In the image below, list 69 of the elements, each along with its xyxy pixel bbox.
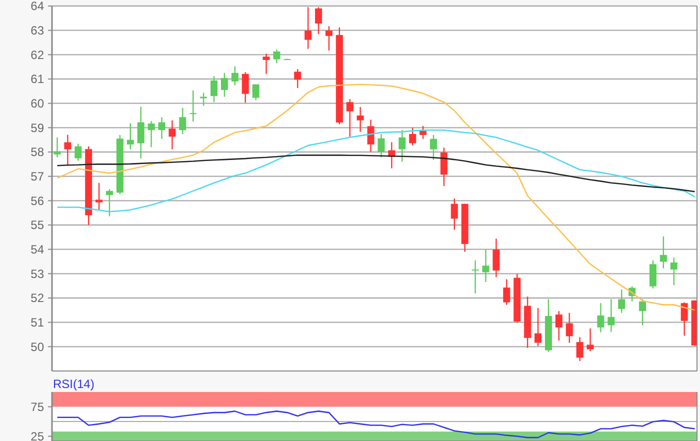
candlestick xyxy=(158,116,166,140)
candlestick xyxy=(252,84,260,101)
candlestick xyxy=(367,119,374,153)
candlestick xyxy=(346,98,354,138)
y-tick-label: 58 xyxy=(30,145,44,160)
candlestick xyxy=(576,336,584,362)
candlestick xyxy=(74,143,82,162)
candlestick xyxy=(220,72,228,98)
y-tick-label: 62 xyxy=(30,48,44,62)
candlestick xyxy=(472,260,479,294)
y-tick-label: 64 xyxy=(30,0,44,14)
candlestick xyxy=(566,312,573,344)
candlestick xyxy=(670,257,678,286)
candlestick xyxy=(608,298,615,332)
line-series xyxy=(56,410,696,438)
candlestick xyxy=(586,328,594,352)
candlestick xyxy=(482,248,490,283)
candlestick xyxy=(294,68,302,89)
y-tick-label: 59 xyxy=(30,120,44,135)
y-tick-label: 51 xyxy=(30,316,44,330)
candlestick xyxy=(137,106,144,159)
candlestick xyxy=(639,298,646,326)
candlestick xyxy=(398,130,406,162)
chart-title: RSI(14) xyxy=(53,377,94,391)
y-tick-label: 61 xyxy=(30,72,44,86)
candlestick xyxy=(304,6,312,50)
candlestick xyxy=(179,107,186,135)
y-tick-label: 60 xyxy=(30,96,44,111)
candlestick xyxy=(660,236,667,269)
candlestick xyxy=(262,53,270,74)
candlestick xyxy=(440,147,448,187)
y-tick-label: 53 xyxy=(30,266,44,281)
candlestick xyxy=(597,302,604,333)
candlestick xyxy=(649,260,656,290)
candlestick xyxy=(106,188,113,217)
candlestick xyxy=(534,307,542,347)
candlestick xyxy=(680,302,688,336)
y-tick-label: 25 xyxy=(30,429,44,441)
candlestick xyxy=(492,238,500,278)
candlestick xyxy=(242,72,249,104)
candlestick xyxy=(356,106,364,132)
y-tick-label: 57 xyxy=(30,170,44,184)
candlestick xyxy=(618,288,626,314)
y-tick-label: 54 xyxy=(30,242,44,257)
candlestick xyxy=(315,6,322,35)
candlestick xyxy=(273,48,280,64)
candlestick xyxy=(503,278,510,306)
y-tick-label: 63 xyxy=(30,24,44,38)
candlestick xyxy=(231,66,238,86)
candlestick xyxy=(325,26,332,52)
candlestick xyxy=(450,198,458,230)
candlestick xyxy=(148,120,155,148)
y-tick-label: 52 xyxy=(30,291,44,306)
candlestick xyxy=(210,75,218,103)
candlestick xyxy=(430,134,437,161)
candlestick xyxy=(64,134,72,166)
candlestick xyxy=(555,310,562,342)
y-tick-label: 50 xyxy=(30,340,44,354)
y-tick-label: 56 xyxy=(30,194,44,208)
candlestick xyxy=(126,122,134,150)
candlestick xyxy=(168,120,176,150)
candlestick xyxy=(96,182,103,210)
y-tick-label: 75 xyxy=(30,400,44,414)
candlestick xyxy=(190,90,197,122)
candlestick xyxy=(409,127,416,146)
y-tick-label: 55 xyxy=(30,218,44,232)
candlestick xyxy=(420,125,427,140)
candlestick xyxy=(54,136,61,158)
candlestick xyxy=(378,133,385,158)
